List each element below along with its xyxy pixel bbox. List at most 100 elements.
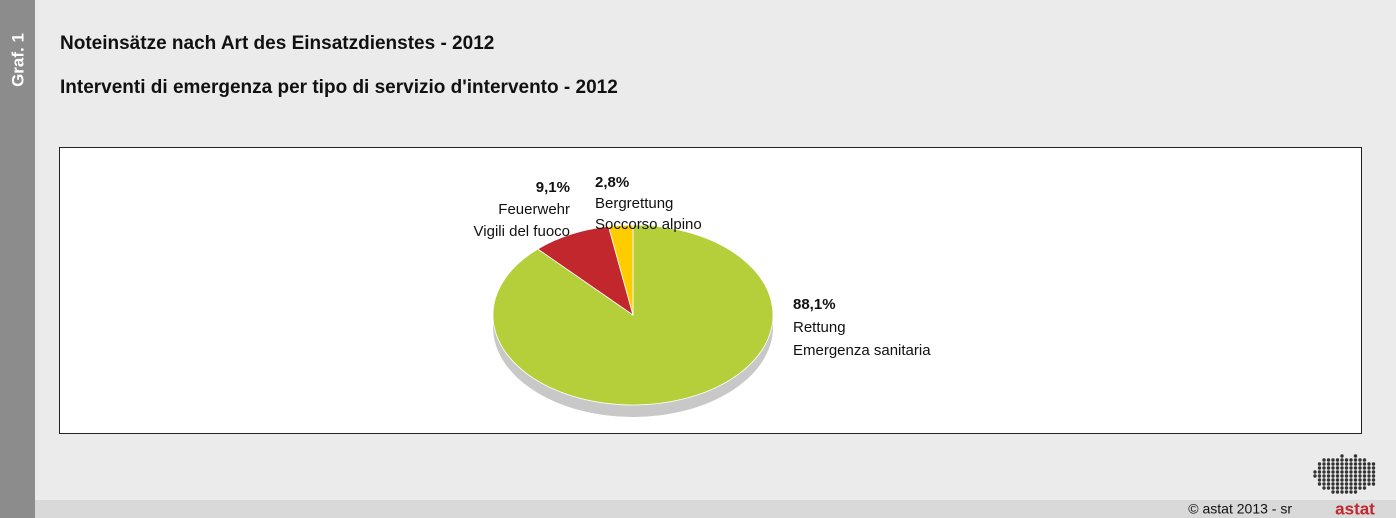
logo-dot xyxy=(1367,474,1371,478)
logo-dot xyxy=(1317,462,1322,466)
logo-dot xyxy=(1335,478,1340,482)
logo-dot xyxy=(1353,482,1358,486)
logo-dot xyxy=(1344,474,1349,478)
logo-dot xyxy=(1349,462,1353,466)
logo-dot xyxy=(1371,482,1376,486)
logo-dot xyxy=(1331,474,1335,478)
logo-dot xyxy=(1371,470,1376,474)
logo-dot xyxy=(1340,482,1344,486)
logo-dot xyxy=(1322,482,1326,486)
logo-dot xyxy=(1358,458,1362,462)
logo-dot xyxy=(1313,470,1317,474)
logo-dot xyxy=(1322,462,1326,466)
logo-dot xyxy=(1349,490,1353,494)
logo-dot xyxy=(1353,458,1358,462)
logo-dot xyxy=(1340,486,1344,490)
logo-dot xyxy=(1344,470,1349,474)
logo-dot xyxy=(1358,486,1362,490)
logo-dot xyxy=(1353,474,1358,478)
logo-dot xyxy=(1317,466,1322,470)
logo-dot xyxy=(1317,470,1322,474)
logo-dot xyxy=(1317,474,1322,478)
logo-dot xyxy=(1367,470,1371,474)
logo-dot xyxy=(1317,478,1322,482)
logo-dot xyxy=(1349,470,1353,474)
value-label: 88,1% xyxy=(793,296,836,313)
logo-dot xyxy=(1335,486,1340,490)
logo-dot xyxy=(1331,466,1335,470)
logo-dot xyxy=(1335,458,1340,462)
logo-dot xyxy=(1335,470,1340,474)
logo-dot xyxy=(1331,462,1335,466)
logo-dot xyxy=(1362,458,1367,462)
logo-dot xyxy=(1344,466,1349,470)
category-label: Bergrettung xyxy=(595,195,673,212)
logo-dot xyxy=(1340,454,1344,458)
logo-dot xyxy=(1331,470,1335,474)
pie-slice xyxy=(607,224,634,316)
logo-dot xyxy=(1349,482,1353,486)
logo-dot xyxy=(1349,466,1353,470)
logo-dot xyxy=(1326,486,1331,490)
logo-dot xyxy=(1344,482,1349,486)
logo-dot xyxy=(1358,462,1362,466)
logo-dot xyxy=(1349,458,1353,462)
logo-dot xyxy=(1340,466,1344,470)
logo-dot xyxy=(1335,482,1340,486)
value-label: 9,1% xyxy=(536,179,570,196)
logo-dot xyxy=(1335,462,1340,466)
logo-dot xyxy=(1344,486,1349,490)
logo-dot xyxy=(1353,470,1358,474)
logo-dot xyxy=(1335,490,1340,494)
logo-dot xyxy=(1349,474,1353,478)
logo-dot xyxy=(1335,466,1340,470)
logo-dot xyxy=(1362,470,1367,474)
logo-dot xyxy=(1331,486,1335,490)
logo-dot xyxy=(1331,458,1335,462)
chart-title: Noteinsätze nach Art des Einsatzdienstes… xyxy=(60,33,494,54)
logo-dot xyxy=(1340,490,1344,494)
logo-dot xyxy=(1322,470,1326,474)
footer-band xyxy=(35,500,1396,518)
logo-dot xyxy=(1362,482,1367,486)
logo-dot xyxy=(1340,462,1344,466)
logo-dot xyxy=(1326,474,1331,478)
logo-dot xyxy=(1344,458,1349,462)
logo-dot xyxy=(1340,474,1344,478)
logo-dot xyxy=(1367,462,1371,466)
logo-dot xyxy=(1322,466,1326,470)
logo-dot xyxy=(1331,482,1335,486)
logo-dot xyxy=(1344,462,1349,466)
category-label: Rettung xyxy=(793,319,846,336)
logo-dot xyxy=(1340,458,1344,462)
logo-dot xyxy=(1362,478,1367,482)
side-label: Graf. 1 xyxy=(8,33,27,87)
logo-dot xyxy=(1367,482,1371,486)
logo-dot xyxy=(1313,474,1317,478)
logo-dot xyxy=(1326,482,1331,486)
category-label: Emergenza sanitaria xyxy=(793,342,931,359)
logo-dot xyxy=(1367,478,1371,482)
logo-text: astat xyxy=(1335,499,1375,518)
logo-dot xyxy=(1353,478,1358,482)
logo-dot xyxy=(1367,466,1371,470)
category-label: Feuerwehr xyxy=(498,201,570,218)
logo-dot xyxy=(1344,478,1349,482)
logo-dot xyxy=(1331,478,1335,482)
logo-dot xyxy=(1326,470,1331,474)
value-label: 2,8% xyxy=(595,174,629,191)
logo-dot xyxy=(1326,458,1331,462)
logo-dot xyxy=(1358,482,1362,486)
logo-dot xyxy=(1353,486,1358,490)
logo-dot xyxy=(1358,470,1362,474)
pie-slice xyxy=(537,225,634,316)
logo-dot xyxy=(1362,466,1367,470)
logo-dot xyxy=(1371,474,1376,478)
logo-dot xyxy=(1362,462,1367,466)
logo-dot xyxy=(1322,486,1326,490)
logo-dot xyxy=(1322,458,1326,462)
logo-dot xyxy=(1322,474,1326,478)
logo-dot xyxy=(1326,478,1331,482)
logo-dot xyxy=(1349,486,1353,490)
